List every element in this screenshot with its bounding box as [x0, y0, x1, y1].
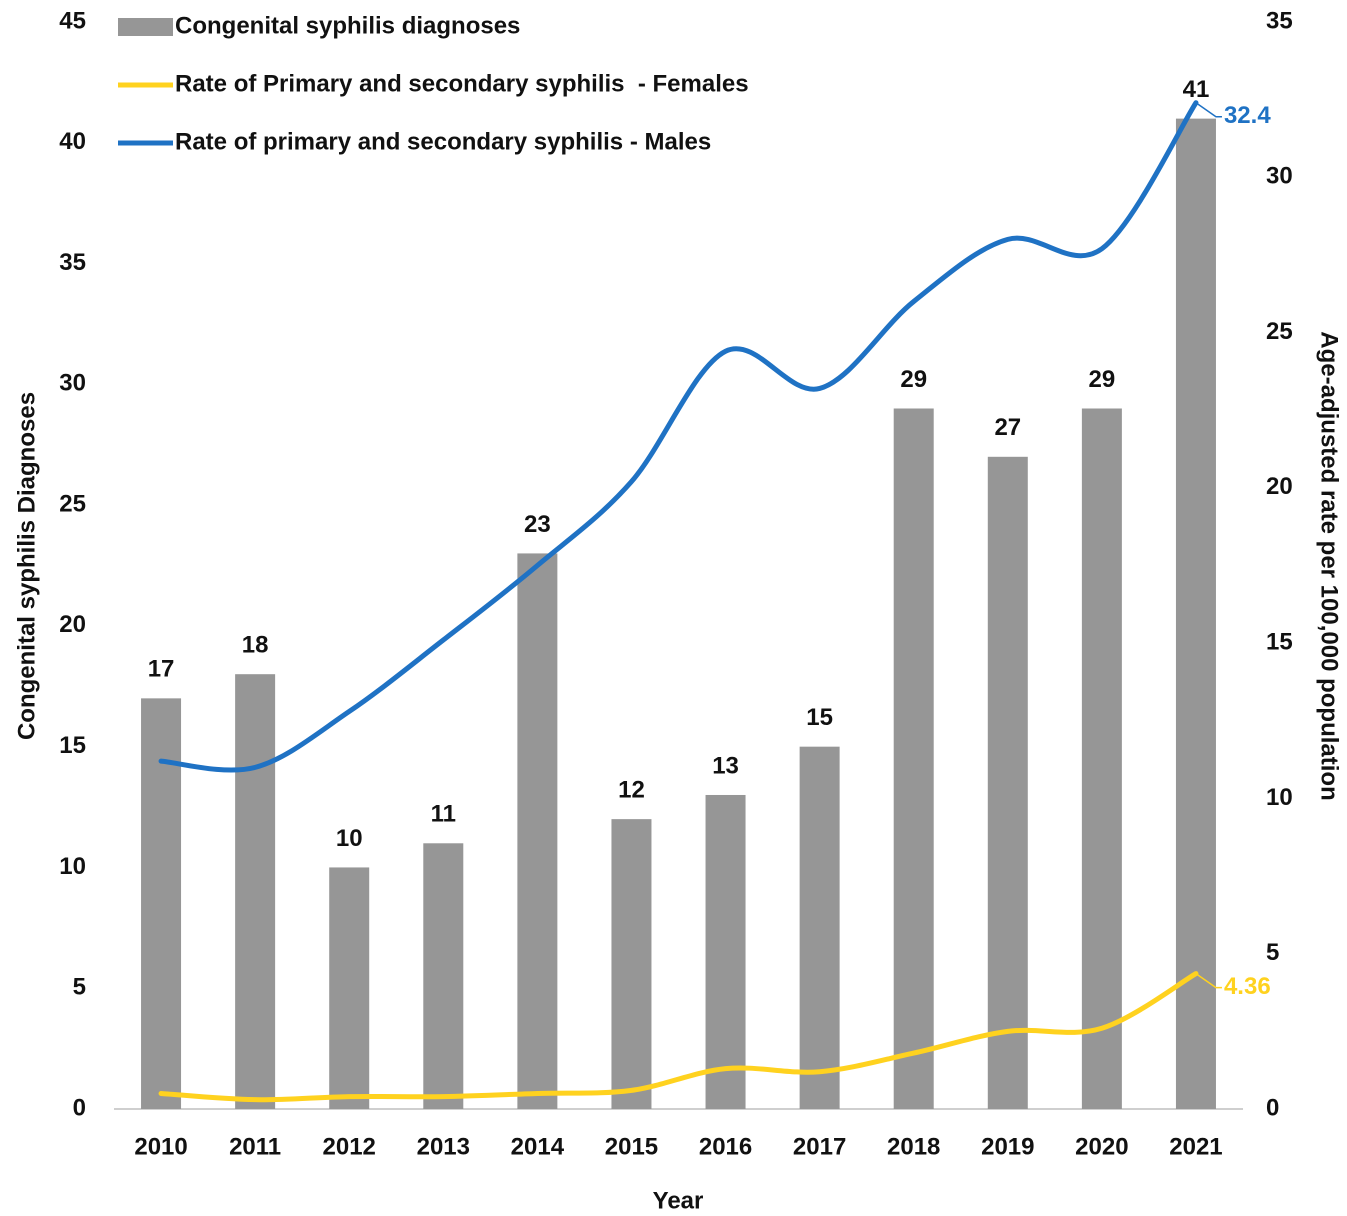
- data-label: 11: [431, 801, 456, 828]
- legend-label: Rate of primary and secondary syphilis -…: [175, 128, 711, 155]
- data-label: 13: [712, 752, 739, 779]
- y2-tick-label: 20: [1266, 473, 1293, 500]
- y-tick-label: 30: [59, 370, 86, 397]
- x-tick-label: 2020: [1075, 1133, 1128, 1160]
- legend-label: Congenital syphilis diagnoses: [175, 12, 520, 39]
- bar: [1175, 118, 1216, 1110]
- y2-tick-label: 30: [1266, 163, 1293, 190]
- bar: [517, 553, 558, 1109]
- x-tick-label: 2021: [1169, 1133, 1222, 1160]
- y-tick-label: 35: [59, 249, 86, 276]
- bar: [987, 456, 1028, 1109]
- data-label: 10: [336, 825, 363, 852]
- data-label: 17: [148, 656, 175, 683]
- bar: [705, 794, 746, 1109]
- y-tick-label: 10: [59, 853, 86, 880]
- data-label: 27: [994, 414, 1021, 441]
- data-label: 41: [1183, 76, 1210, 103]
- x-tick-label: 2014: [511, 1133, 565, 1160]
- y2-tick-label: 5: [1266, 939, 1279, 966]
- data-label: 32.4: [1224, 102, 1271, 129]
- line: [158, 100, 1199, 773]
- bar: [423, 843, 464, 1109]
- data-label: 23: [524, 511, 551, 538]
- y2-tick-label: 15: [1266, 628, 1293, 655]
- y2-tick-label: 0: [1266, 1094, 1279, 1121]
- bar: [235, 674, 276, 1109]
- legend-label: Rate of Primary and secondary syphilis -…: [175, 70, 749, 97]
- x-tick-label: 2017: [793, 1133, 846, 1160]
- bar: [329, 867, 370, 1109]
- y2-axis-label: Age-adjusted rate per 100,000 population: [1316, 331, 1343, 800]
- y-tick-label: 25: [59, 490, 86, 517]
- data-label: 18: [242, 632, 269, 659]
- leader-line: [1195, 972, 1222, 989]
- y-tick-label: 5: [73, 974, 86, 1001]
- bar: [611, 819, 652, 1109]
- y-axis-label: Congenital syphilis Diagnoses: [13, 392, 40, 740]
- data-label: 4.36: [1224, 973, 1271, 1000]
- y2-tick-label: 10: [1266, 784, 1293, 811]
- bar: [893, 408, 934, 1109]
- data-label: 29: [900, 366, 927, 393]
- bar: [141, 698, 182, 1109]
- line: [158, 971, 1199, 1103]
- y2-tick-label: 25: [1266, 318, 1293, 345]
- x-axis-label: Year: [653, 1187, 704, 1214]
- x-tick-label: 2013: [417, 1133, 470, 1160]
- legend-swatch: [118, 18, 173, 36]
- y-tick-label: 0: [73, 1094, 86, 1121]
- x-tick-label: 2019: [981, 1133, 1034, 1160]
- data-label: 12: [618, 776, 645, 803]
- y-tick-label: 45: [59, 7, 86, 34]
- x-tick-label: 2015: [605, 1133, 658, 1160]
- x-tick-label: 2010: [134, 1133, 187, 1160]
- y2-tick-label: 35: [1266, 7, 1293, 34]
- leader-line: [1195, 102, 1222, 118]
- y-tick-label: 20: [59, 611, 86, 638]
- x-tick-label: 2012: [323, 1133, 376, 1160]
- data-label: 29: [1089, 366, 1116, 393]
- y-tick-label: 40: [59, 128, 86, 155]
- bar: [1081, 408, 1122, 1109]
- y-tick-label: 15: [59, 732, 86, 759]
- x-tick-label: 2016: [699, 1133, 752, 1160]
- bar: [799, 746, 840, 1109]
- x-tick-label: 2018: [887, 1133, 940, 1160]
- x-tick-label: 2011: [229, 1133, 281, 1160]
- data-label: 15: [806, 704, 833, 731]
